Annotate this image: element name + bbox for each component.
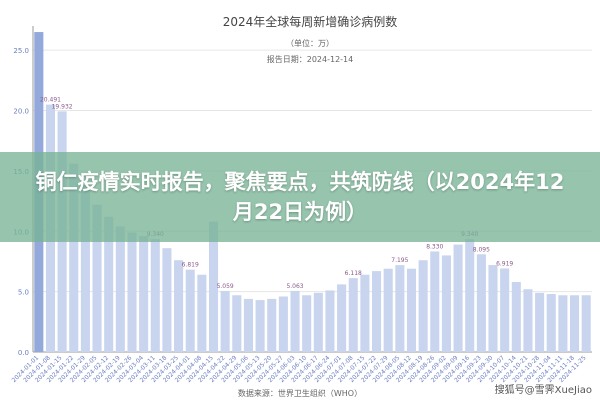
y-tick-label: 20.0	[13, 108, 29, 116]
bar	[267, 298, 277, 352]
bar	[337, 284, 347, 352]
bar	[395, 265, 405, 352]
bar	[325, 290, 335, 352]
bar	[348, 278, 358, 352]
bar-value-label: 7.195	[391, 257, 408, 264]
bar	[69, 163, 79, 352]
report-date: 报告日期：2024-12-14	[267, 54, 354, 64]
bar	[535, 292, 545, 352]
bar	[465, 239, 475, 352]
bar	[430, 251, 440, 352]
y-tick-label: 5.0	[18, 289, 29, 297]
bar	[372, 271, 382, 352]
bar	[232, 295, 242, 352]
headline-banner: 铜仁疫情实时报告，聚焦要点，共筑防线（以2024年12月22日为例）	[0, 152, 600, 242]
bar	[523, 289, 533, 352]
bar	[162, 248, 172, 352]
bar	[511, 281, 521, 352]
watermark-text: 搜狐号@雪霁XueJiao	[494, 385, 592, 396]
bar	[80, 185, 90, 352]
bar-value-label: 6.118	[345, 270, 362, 277]
bar	[476, 254, 486, 352]
bar	[127, 232, 137, 352]
bar-value-label: 5.063	[286, 283, 303, 290]
bar	[255, 300, 265, 352]
bar	[115, 226, 125, 352]
bar-value-label: 5.059	[217, 283, 234, 290]
bar	[500, 268, 510, 352]
bar	[150, 239, 160, 352]
headline-text: 铜仁疫情实时报告，聚焦要点，共筑防线（以2024年12月22日为例）	[35, 170, 565, 224]
chart-subtitle: （单位：万）	[286, 38, 334, 48]
bar-value-label: 8.330	[426, 243, 443, 250]
chart-title: 2024年全球每周新增确诊病例数	[223, 14, 398, 29]
bar-value-label: 19.932	[52, 103, 73, 110]
bar	[360, 274, 370, 352]
y-tick-label: 25.0	[13, 47, 29, 55]
bar	[302, 295, 312, 352]
bar	[197, 274, 207, 352]
bar	[290, 290, 300, 352]
bar	[313, 292, 323, 352]
bar-value-label: 6.819	[182, 262, 199, 269]
bar	[569, 295, 580, 352]
axes: 0.05.010.015.020.025.02024-01-012024-01-…	[11, 26, 592, 384]
bar	[453, 244, 463, 352]
bar	[220, 290, 230, 352]
bar	[383, 268, 393, 352]
bar	[418, 260, 428, 352]
y-tick-label: 0.0	[18, 349, 29, 357]
bar	[174, 260, 184, 352]
data-source: 数据来源：世界卫生组织（WHO）	[238, 388, 362, 398]
bar	[92, 204, 102, 352]
bar	[581, 295, 591, 352]
bar	[208, 221, 219, 352]
bar	[243, 298, 253, 352]
bar	[558, 295, 568, 352]
bar	[441, 255, 451, 352]
bar	[104, 216, 114, 352]
bar	[185, 269, 195, 352]
bar-value-label: 6.919	[496, 260, 513, 267]
bar	[406, 268, 417, 352]
bar	[139, 236, 149, 352]
bar	[488, 265, 498, 352]
bar-value-label: 20.491	[40, 97, 61, 104]
bar	[278, 296, 288, 352]
bar	[546, 294, 556, 352]
bar-value-label: 8.095	[473, 246, 490, 253]
